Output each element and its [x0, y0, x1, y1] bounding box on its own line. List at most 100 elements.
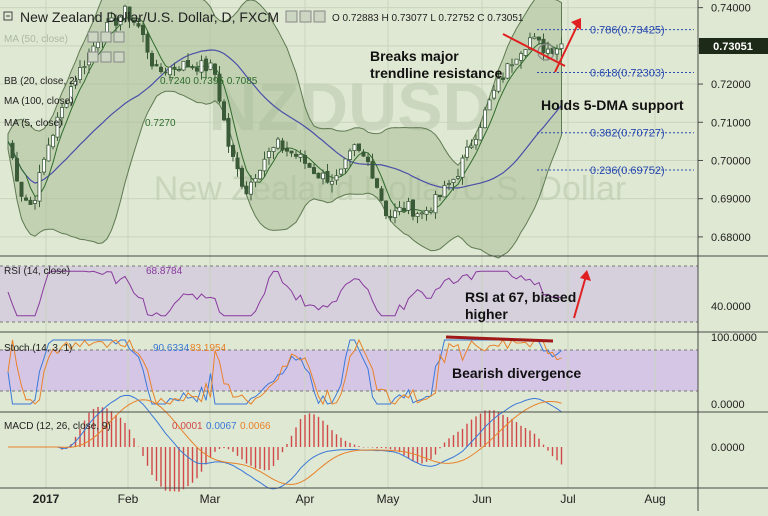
candle-body [131, 19, 136, 23]
annotation-rsi-line2: higher [465, 306, 508, 322]
candle-body [64, 103, 69, 108]
candle-body [78, 67, 83, 81]
header-settings-icon[interactable] [299, 10, 312, 23]
candle-body [424, 210, 429, 215]
candle-body [352, 144, 357, 151]
candle-body [519, 53, 524, 61]
last-price-value: 0.73051 [713, 41, 753, 53]
candle-body [262, 158, 267, 172]
candle-body [419, 212, 424, 215]
candle-body [46, 144, 51, 162]
stoch-band [0, 350, 698, 391]
candle-body [181, 60, 186, 71]
candle-body [33, 200, 38, 204]
price-axis-label: 0.71000 [711, 117, 751, 129]
candle-body [298, 153, 303, 158]
candle-body [555, 48, 560, 55]
candle-body [226, 117, 231, 147]
ma50-settings-icon[interactable] [100, 31, 112, 43]
candle-body [96, 41, 101, 49]
candle-body [428, 210, 433, 213]
fib-level-label: 0.786(0.73425) [590, 25, 665, 37]
divergence-line [445, 335, 554, 343]
candle-body [203, 58, 208, 72]
candle-body [127, 6, 132, 21]
annotation-breaks-line1: Breaks major [370, 48, 459, 64]
candle-body [528, 37, 533, 50]
header-close-icon[interactable] [313, 10, 326, 23]
candle-body [136, 23, 141, 27]
histogram-value: 0.0066 [240, 421, 271, 432]
stoch-label: Stoch (14, 3, 1) [4, 343, 72, 354]
header-eye-icon[interactable] [285, 10, 298, 23]
candle-body [311, 167, 316, 175]
price-axis-label: 0.69000 [711, 194, 751, 206]
candle-body [123, 5, 128, 19]
bollinger-band-fill [7, 0, 562, 259]
time-axis-label: Mar [200, 492, 221, 506]
candle-body [334, 175, 339, 181]
price-layer [7, 0, 564, 259]
candle-body [491, 89, 496, 99]
rsi-axis-label: 40.0000 [711, 301, 751, 313]
candle-body [496, 78, 501, 92]
header: New Zealand Dollar/U.S. Dollar, D, FXCM … [3, 9, 524, 25]
candle-body [442, 185, 447, 198]
candle-body [293, 153, 298, 157]
time-axis-label: May [377, 492, 400, 506]
ma50-label: MA (50, close) [4, 34, 68, 45]
candle-body [469, 145, 474, 148]
candle-body [194, 67, 199, 72]
time-axis-label: Jun [472, 492, 491, 506]
candle-body [42, 158, 47, 173]
collapse-toggle[interactable] [3, 11, 13, 21]
candle-body [505, 63, 510, 79]
symbol-title: New Zealand Dollar/U.S. Dollar, D, FXCM [20, 9, 279, 25]
candle-body [316, 172, 321, 179]
series-eye-icon[interactable] [87, 51, 99, 63]
candle-body [230, 145, 235, 157]
candle-body [167, 66, 172, 76]
candle-body [401, 207, 406, 212]
time-axis-label: Apr [296, 492, 315, 506]
series-close-icon[interactable] [113, 51, 125, 63]
sma-line [7, 49, 562, 189]
candle-body [523, 49, 528, 56]
candle-body [235, 157, 240, 170]
candle-body [217, 73, 222, 102]
candle-body [446, 183, 451, 185]
candle-body [28, 199, 33, 205]
candle-body [541, 38, 546, 54]
candle-body [455, 176, 460, 179]
candle-body [37, 172, 42, 202]
candle-body [392, 210, 397, 218]
candle-body [559, 43, 564, 49]
candle-body [280, 140, 285, 151]
candle-body [82, 66, 87, 68]
candle-body [208, 62, 213, 70]
candle-body [154, 64, 159, 67]
candle-body [257, 169, 262, 180]
last-price-badge [699, 38, 768, 54]
annotation-breaks-line2: trendline resistance [370, 65, 502, 81]
trendline-resistance [502, 33, 566, 67]
candle-body [176, 69, 181, 71]
candle-body [487, 99, 492, 111]
candle-body [239, 167, 244, 187]
stoch-d-line [7, 338, 562, 406]
ma50-eye-icon[interactable] [87, 31, 99, 43]
rsi-label: RSI (14, close) [4, 266, 70, 277]
candle-body [347, 150, 352, 160]
candle-body [55, 116, 60, 138]
fib-level-label: 0.236(0.69752) [590, 165, 665, 177]
ma50-close-icon[interactable] [113, 31, 125, 43]
stoch-k-line [7, 339, 562, 405]
candle-body [320, 172, 325, 180]
ohlc-values: O 0.72883 H 0.73077 L 0.72752 C 0.73051 [332, 13, 524, 24]
time-axis-label: Feb [118, 492, 139, 506]
series-settings-icon[interactable] [100, 51, 112, 63]
price-axis-label: 0.72000 [711, 79, 751, 91]
ma5-label: MA (5, close) [4, 118, 62, 129]
